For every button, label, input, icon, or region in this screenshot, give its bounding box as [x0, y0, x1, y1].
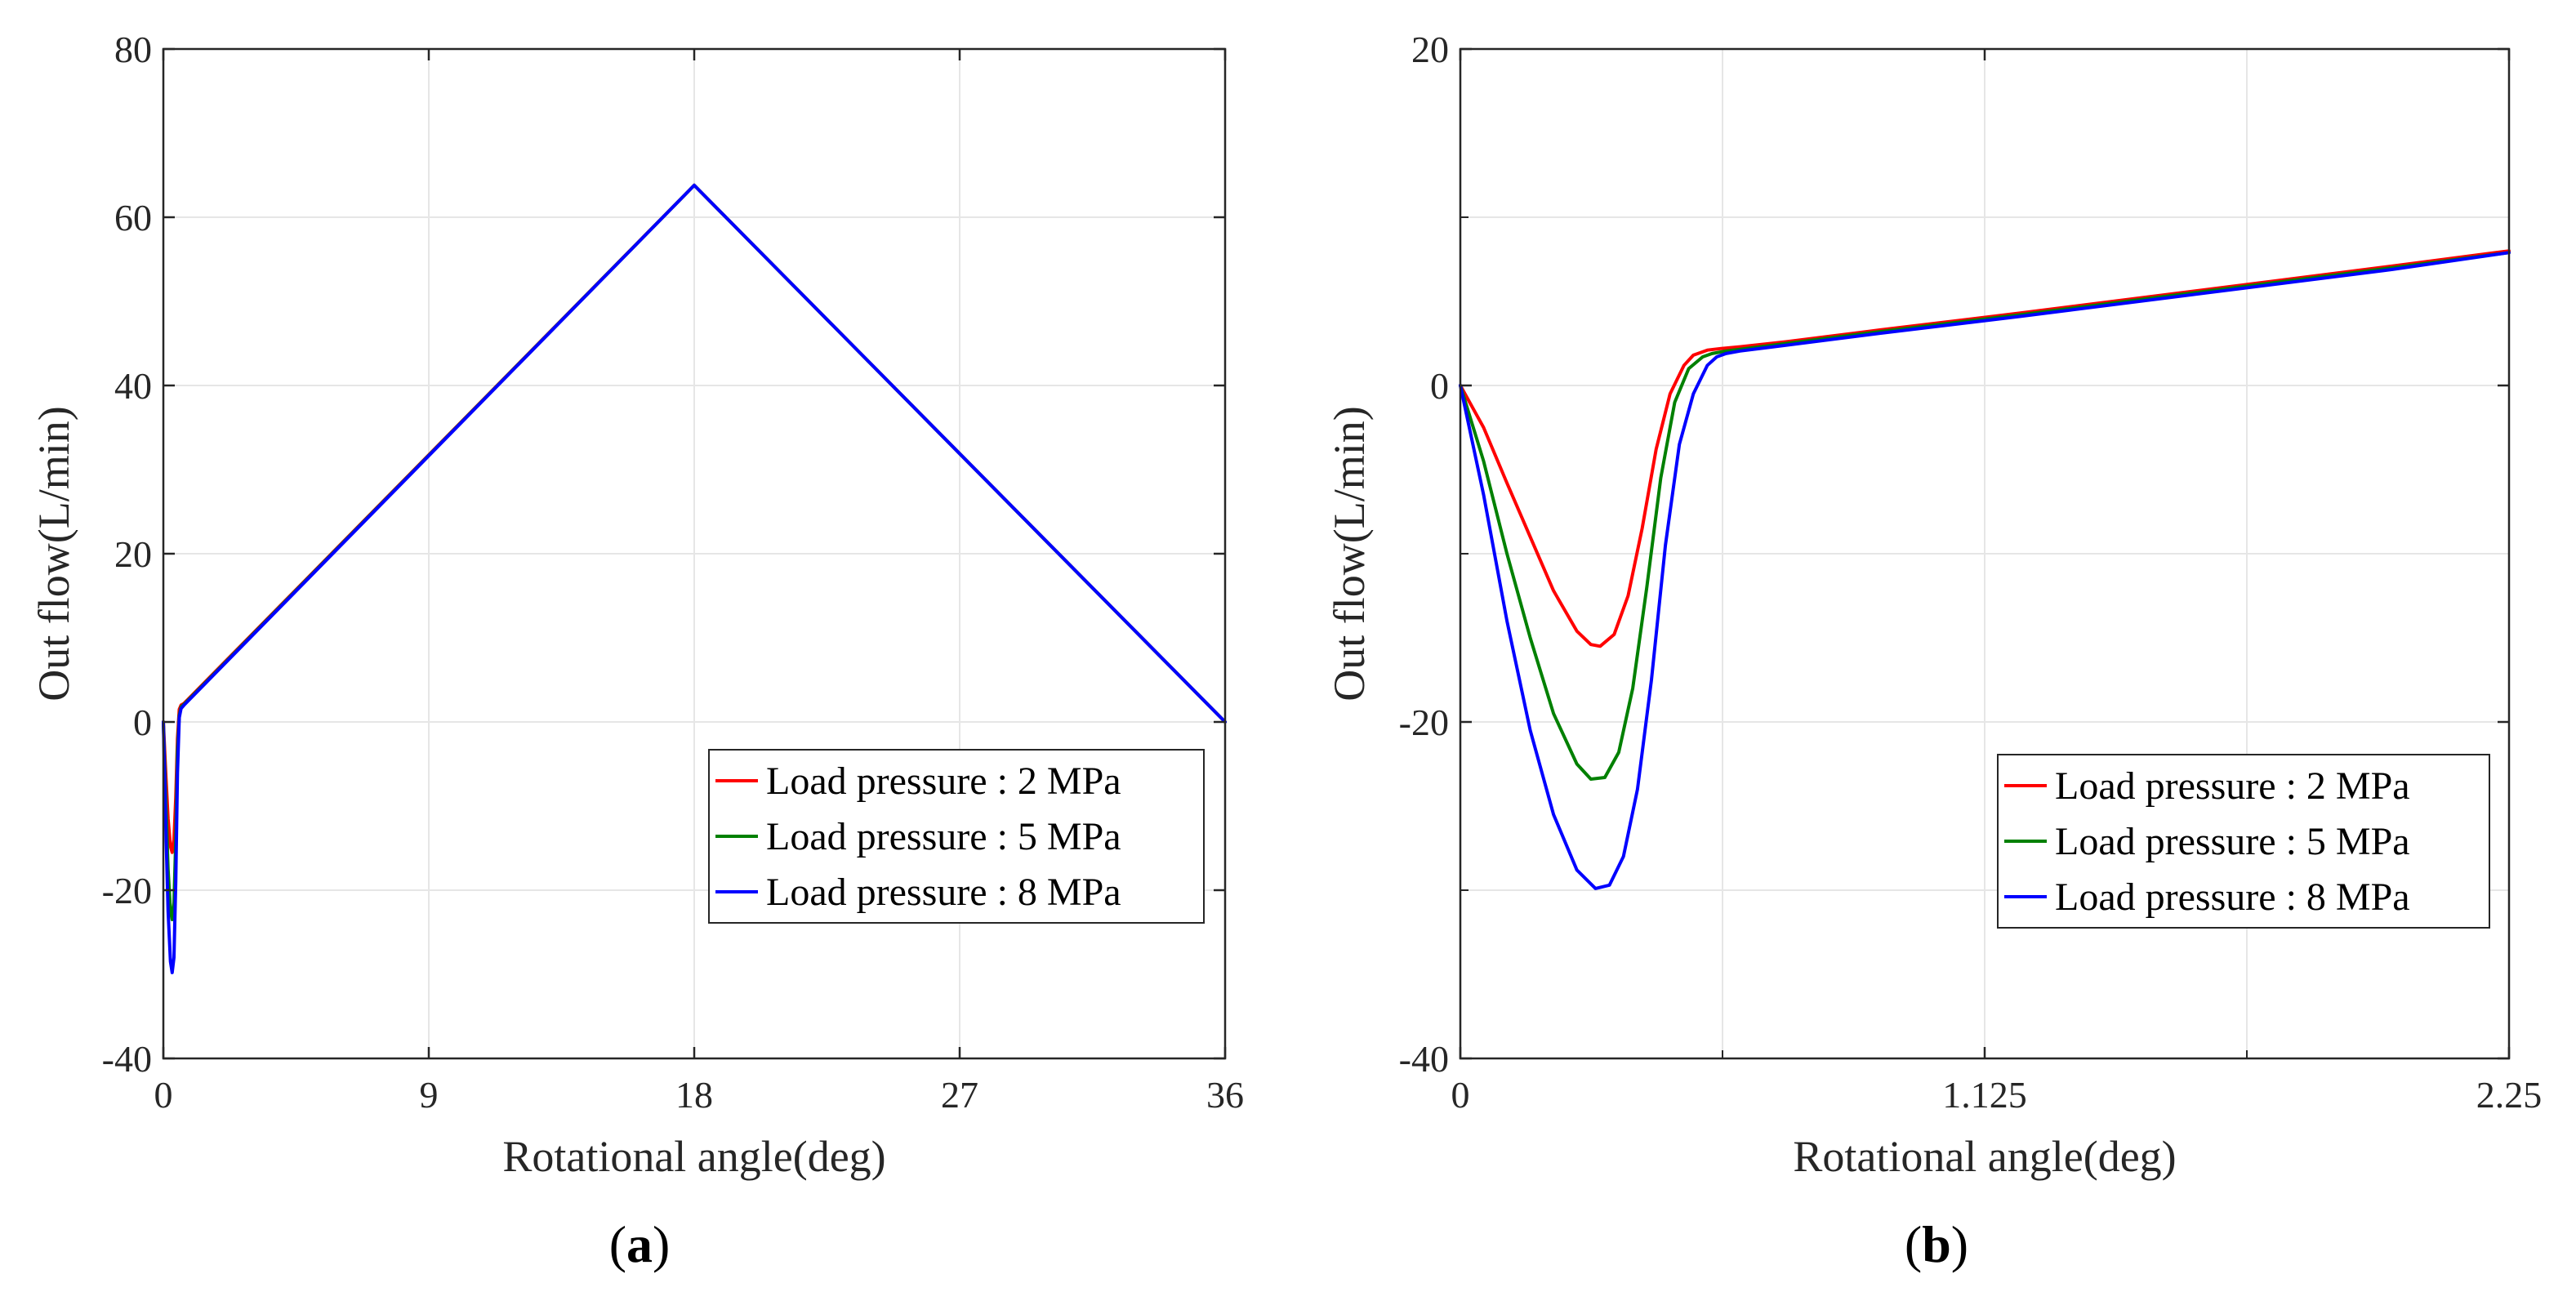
legend-entry-a-0: Load pressure : 2 MPa	[766, 760, 1121, 803]
x-tick-label-a: 0	[154, 1074, 173, 1116]
x-tick-label-b: 2.25	[2476, 1074, 2543, 1116]
panel-b: 0 1.125 2.25 -40 -20 0 20 Rotational angle(de…	[1325, 29, 2542, 1273]
legend-box-b	[1997, 754, 2490, 929]
x-tick-label-a: 9	[420, 1074, 439, 1116]
panel-label-a: (a)	[609, 1215, 671, 1273]
x-tick-label-a: 36	[1206, 1074, 1244, 1116]
y-tick-label-b: -40	[1399, 1038, 1449, 1080]
legend-entry-b-0: Load pressure : 2 MPa	[2055, 764, 2410, 808]
y-tick-label-b: 0	[1430, 365, 1449, 407]
y-ticks-a: -40 -20 0 20 40 60 80	[102, 29, 1225, 1080]
y-tick-label-a: 0	[133, 702, 152, 743]
x-tick-label-b: 0	[1451, 1074, 1470, 1116]
x-tick-label-b: 1.125	[1942, 1074, 2027, 1116]
series-line-b-2	[1459, 251, 2511, 890]
legend-b: Load pressure : 2 MPa Load pressure : 5 …	[1997, 754, 2490, 929]
x-ticks-a: 0 9 18 27 36	[154, 49, 1244, 1116]
y-tick-label-b: 20	[1411, 29, 1449, 70]
y-ticks-b: -40 -20 0 20	[1399, 29, 2509, 1080]
y-tick-label-a: 20	[114, 533, 152, 575]
y-tick-label-a: -20	[102, 870, 152, 911]
x-axis-title-b: Rotational angle(deg)	[1793, 1132, 2176, 1181]
y-tick-label-a: 40	[114, 365, 152, 407]
x-axis-title-a: Rotational angle(deg)	[502, 1132, 885, 1181]
panel-a: 0 9 18 27 36 -40 -20 0 20 40 60 80 Rotational angl…	[29, 29, 1244, 1273]
series-line-b-0	[1459, 249, 2511, 648]
series-b	[1459, 249, 2511, 890]
y-axis-title-b: Out flow(L/min)	[1325, 406, 1374, 701]
legend-entry-b-1: Load pressure : 5 MPa	[2055, 820, 2410, 863]
x-tick-label-a: 18	[675, 1074, 713, 1116]
x-ticks-b: 0 1.125 2.25	[1451, 49, 2543, 1116]
y-tick-label-a: -40	[102, 1038, 152, 1080]
y-tick-label-a: 60	[114, 197, 152, 238]
legend-entry-a-2: Load pressure : 8 MPa	[766, 871, 1121, 914]
legend-box-a	[708, 749, 1205, 924]
x-tick-label-a: 27	[941, 1074, 978, 1116]
grid-a	[163, 49, 1225, 1058]
panel-label-b: (b)	[1905, 1215, 1968, 1273]
y-tick-label-b: -20	[1399, 702, 1449, 743]
y-tick-label-a: 80	[114, 29, 152, 70]
series-a	[162, 183, 1227, 974]
series-line-a-2	[162, 183, 1227, 974]
legend-entry-b-2: Load pressure : 8 MPa	[2055, 875, 2410, 919]
legend-entry-a-1: Load pressure : 5 MPa	[766, 815, 1121, 858]
legend-a: Load pressure : 2 MPa Load pressure : 5 …	[708, 749, 1205, 924]
y-axis-title-a: Out flow(L/min)	[29, 406, 78, 701]
